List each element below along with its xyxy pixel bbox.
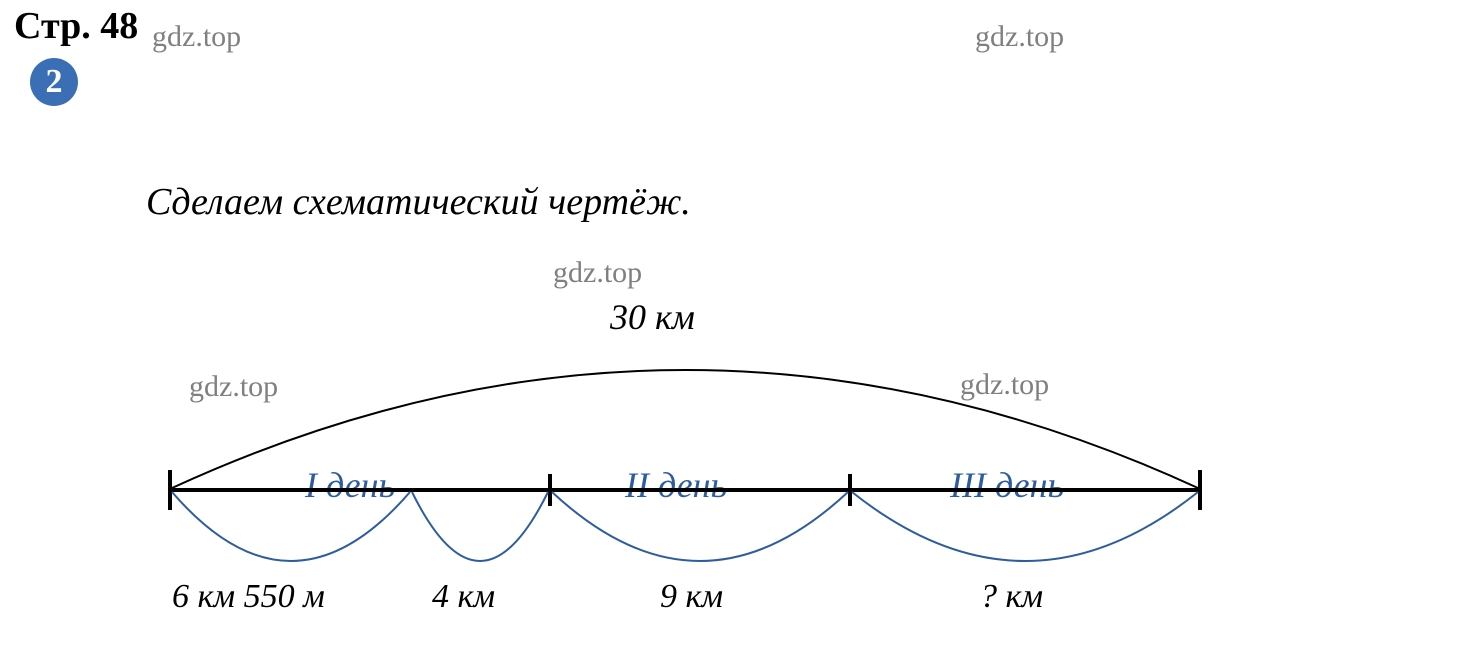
- diagram-svg: [0, 0, 1479, 663]
